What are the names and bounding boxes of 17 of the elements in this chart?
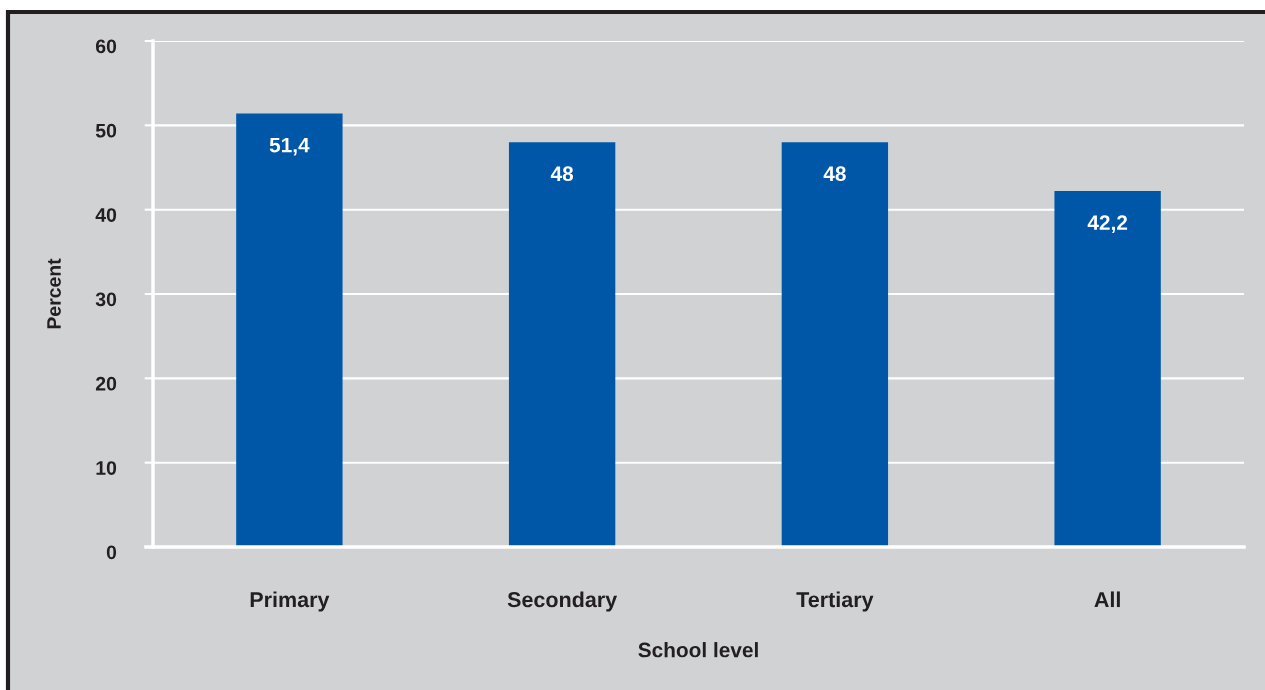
y-tick-label: 10 [96,461,117,475]
x-tick-label: Secondary [507,591,618,612]
data-label: 48 [550,166,574,182]
y-tick-label: 40 [95,208,117,222]
y-tick-label: 30 [95,292,117,307]
y-tick-label: 20 [95,376,117,391]
y-axis-title: Percent [47,258,61,329]
y-tick-label: 0 [106,545,117,560]
x-tick-label: All [1094,591,1120,608]
y-tick-label: 60 [95,39,117,54]
data-label: 42,2 [1087,215,1128,234]
y-tick-label: 50 [95,123,117,138]
x-tick-label: Primary [250,591,330,612]
data-label: 48 [823,166,846,182]
x-axis-title: School level [638,642,758,658]
x-tick-label: Tertiary [796,591,874,612]
data-label: 51,4 [269,137,310,156]
